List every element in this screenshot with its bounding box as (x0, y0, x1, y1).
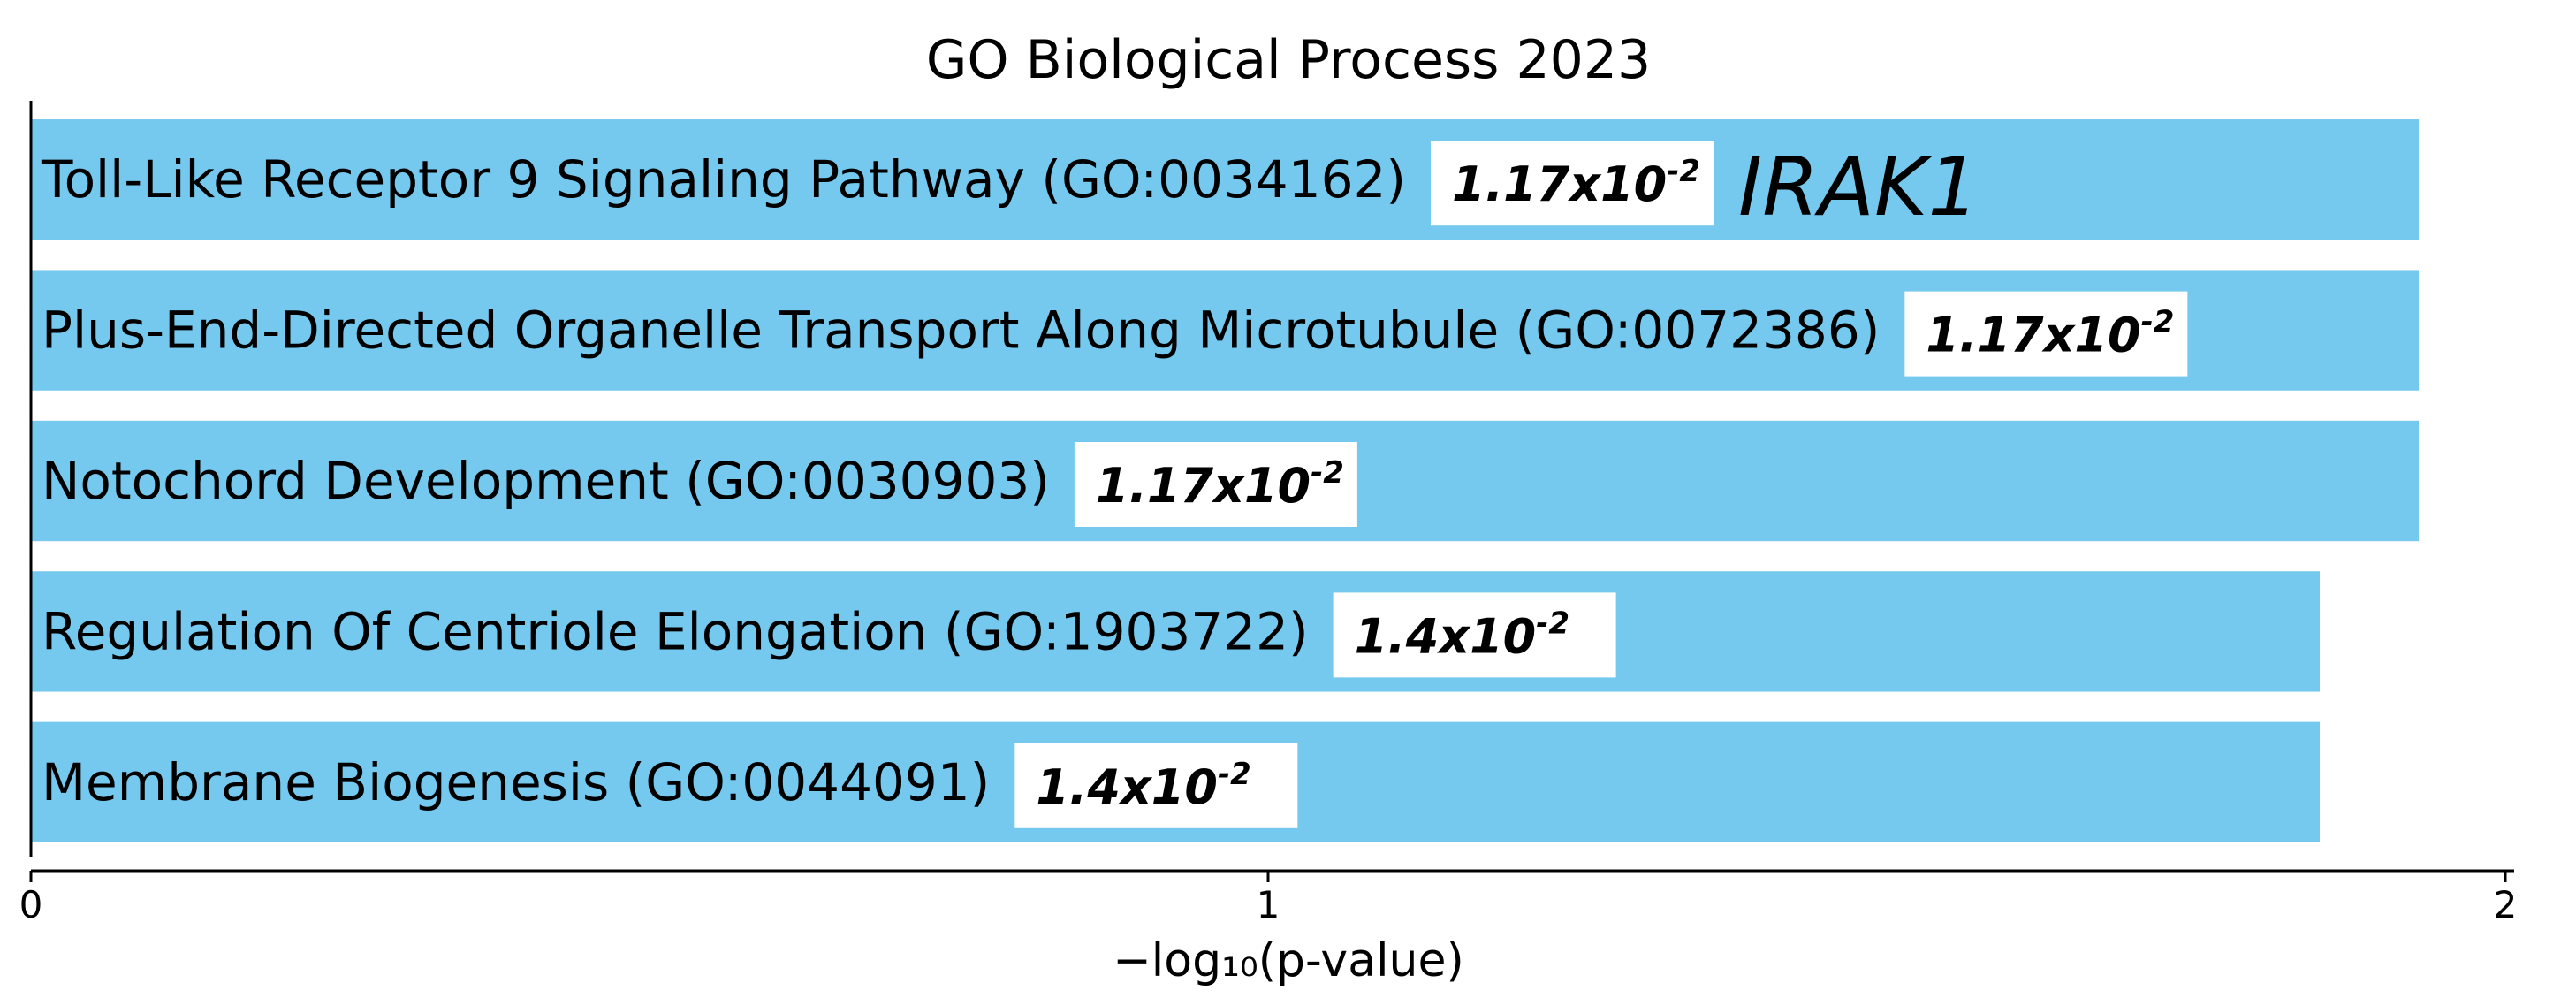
pvalue-label: 1.4x10-2 (1355, 606, 1569, 664)
pvalue-box (1014, 743, 1298, 828)
pvalue-box (1431, 141, 1714, 226)
bar-label: Regulation Of Centriole Elongation (GO:1… (42, 601, 1309, 661)
x-tick-label: 2 (2494, 883, 2518, 926)
pvalue-box (1074, 442, 1357, 527)
bar (31, 119, 2419, 240)
x-axis: 0 1 2 (19, 101, 2518, 926)
pvalue-label: 1.4x10-2 (1036, 757, 1250, 815)
bar-label: Notochord Development (GO:0030903) (42, 451, 1050, 511)
bar (31, 571, 2320, 692)
bar-label: Toll-Like Receptor 9 Signaling Pathway (… (41, 149, 1406, 210)
pvalue-label: 1.17x10-2 (1926, 305, 2174, 363)
chart-title: GO Biological Process 2023 (926, 29, 1651, 91)
x-tick-label: 1 (1257, 883, 1280, 926)
pvalue-label: 1.17x10-2 (1452, 154, 1700, 212)
gene-annotation: IRAK1 (1738, 140, 1979, 234)
bar-label: Membrane Biogenesis (GO:0044091) (42, 752, 990, 812)
pvalue-box (1904, 291, 2188, 377)
x-axis-label: −log₁₀(p-value) (1113, 934, 1464, 987)
x-tick-label: 0 (19, 883, 43, 926)
pvalue-label: 1.17x10-2 (1096, 455, 1344, 514)
bar-label: Plus-End-Directed Organelle Transport Al… (42, 301, 1880, 361)
pvalue-box (1333, 592, 1616, 678)
bars-layer: Toll-Like Receptor 9 Signaling Pathway (… (31, 119, 2419, 842)
